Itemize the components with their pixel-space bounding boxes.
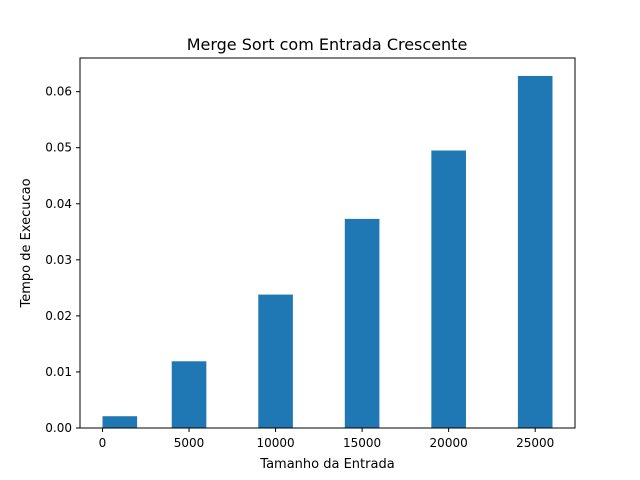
bar-15000 <box>344 218 380 428</box>
x-tick-label: 15000 <box>343 436 381 450</box>
y-tick-label: 0.04 <box>45 197 72 211</box>
bar-5000 <box>171 361 207 428</box>
y-tick-label: 0.05 <box>45 141 72 155</box>
y-tick-label: 0.03 <box>45 253 72 267</box>
y-tick-label: 0.01 <box>45 365 72 379</box>
bar-25000 <box>517 75 553 428</box>
bar-10000 <box>258 294 293 428</box>
x-tick-label: 25000 <box>516 436 554 450</box>
x-tick-label: 10000 <box>256 436 294 450</box>
x-tick-label: 5000 <box>174 436 205 450</box>
y-tick-label: 0.06 <box>45 85 72 99</box>
bars-group <box>102 75 553 428</box>
bar-1000 <box>102 416 138 428</box>
x-axis-label: Tamanho da Entrada <box>259 457 394 472</box>
y-axis-ticks: 0.00 0.01 0.02 0.03 0.04 0.05 0.06 <box>45 85 80 435</box>
x-tick-label: 0 <box>99 436 107 450</box>
y-tick-label: 0.00 <box>45 421 72 435</box>
bar-20000 <box>431 150 466 428</box>
y-tick-label: 0.02 <box>45 309 72 323</box>
plot-frame <box>79 57 576 429</box>
x-tick-label: 20000 <box>430 436 468 450</box>
y-axis-label: Tempo de Execucao <box>19 178 34 308</box>
x-axis-ticks: 0 5000 10000 15000 20000 25000 <box>99 428 554 450</box>
chart-title: Merge Sort com Entrada Crescente <box>187 35 468 54</box>
